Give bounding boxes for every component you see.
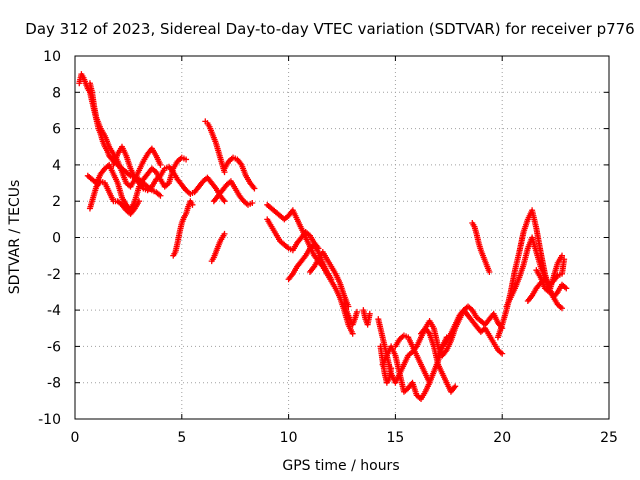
series-track-27 <box>533 252 566 295</box>
data-point <box>559 305 566 312</box>
series-track-20 <box>392 332 433 386</box>
x-tick-label: 20 <box>493 430 511 446</box>
series-track-9 <box>221 154 258 192</box>
x-tick-label: 10 <box>280 430 298 446</box>
series-track-6 <box>170 198 196 259</box>
series-track-8 <box>208 230 228 265</box>
data-point <box>157 161 164 168</box>
series-track-5 <box>110 143 228 205</box>
x-tick-label: 15 <box>386 430 404 446</box>
series-track-2 <box>86 80 164 190</box>
series-track-24 <box>494 207 566 341</box>
data-point <box>486 268 493 275</box>
series-track-23 <box>469 219 493 275</box>
data-point <box>452 383 459 390</box>
chart-title: Day 312 of 2023, Sidereal Day-to-day VTE… <box>25 20 634 38</box>
y-axis-label: SDTVAR / TECUs <box>7 180 23 295</box>
y-tick-label: 6 <box>52 122 61 138</box>
data-point <box>136 198 143 205</box>
y-tick-label: -4 <box>47 303 61 319</box>
x-axis-label: GPS time / hours <box>282 458 399 474</box>
y-axis: -10 -8 -6 -4 -2 0 2 4 6 8 10 <box>38 49 609 428</box>
y-tick-label: 8 <box>52 85 61 101</box>
data-point <box>563 285 570 292</box>
data-point <box>559 252 566 259</box>
data-point <box>189 201 196 208</box>
y-tick-label: 4 <box>52 158 61 174</box>
data-points <box>76 71 570 403</box>
y-tick-label: 10 <box>43 49 61 65</box>
data-point <box>366 310 373 317</box>
data-point <box>221 230 228 237</box>
series-track-10 <box>210 178 256 208</box>
x-tick-label: 5 <box>177 430 186 446</box>
y-tick-label: -10 <box>38 412 61 428</box>
series-track-13 <box>285 241 335 283</box>
data-point <box>353 308 360 315</box>
data-point <box>251 185 258 192</box>
y-tick-label: 2 <box>52 194 61 210</box>
x-tick-label: 25 <box>600 430 618 446</box>
x-axis: 0 5 10 15 20 25 <box>71 56 618 446</box>
data-point <box>388 365 395 372</box>
data-point <box>499 350 506 357</box>
y-tick-label: -2 <box>47 267 61 283</box>
data-point <box>249 200 256 207</box>
data-point <box>183 156 190 163</box>
series-track-19 <box>377 343 395 386</box>
data-point <box>426 379 433 386</box>
x-tick-label: 0 <box>71 430 80 446</box>
data-point <box>328 276 335 283</box>
data-point <box>157 192 164 199</box>
series-track-22 <box>435 307 506 359</box>
y-tick-label: 0 <box>52 231 61 247</box>
series-track-15 <box>341 298 360 328</box>
y-tick-label: -8 <box>47 376 61 392</box>
series-track-4 <box>86 178 143 217</box>
y-tick-label: -6 <box>47 339 61 355</box>
data-point <box>221 198 228 205</box>
series-track-16 <box>360 307 373 328</box>
data-point <box>349 330 356 337</box>
